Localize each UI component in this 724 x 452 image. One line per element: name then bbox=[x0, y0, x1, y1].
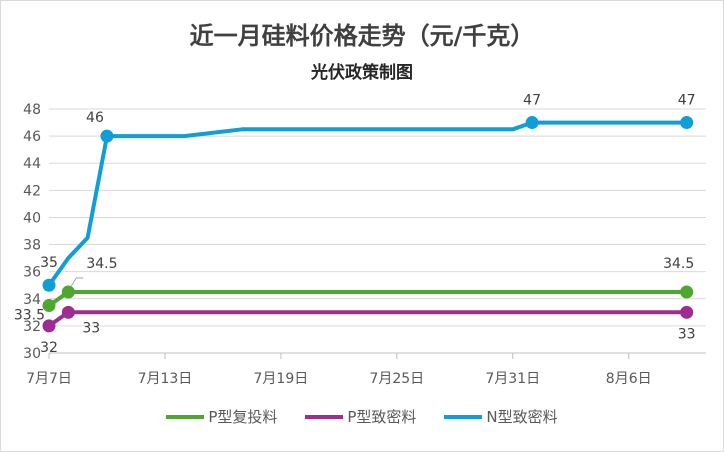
legend-label: P型复投料 bbox=[208, 408, 278, 426]
y-tick-label: 44 bbox=[23, 156, 41, 172]
series-line bbox=[47, 120, 689, 288]
y-tick-label: 40 bbox=[23, 210, 41, 226]
legend-swatch bbox=[444, 414, 483, 419]
data-point bbox=[680, 116, 694, 130]
data-label: 35 bbox=[40, 255, 58, 271]
grid-lines bbox=[49, 108, 706, 327]
legend: P型复投料 P型致密料 N型致密料 bbox=[0, 406, 724, 427]
x-tick-label: 7月7日 bbox=[26, 371, 72, 387]
series-line bbox=[47, 310, 689, 328]
y-tick-label: 38 bbox=[23, 238, 41, 254]
leader-line bbox=[70, 277, 84, 287]
y-tick-label: 46 bbox=[23, 129, 41, 145]
x-tick-label: 7月13日 bbox=[138, 371, 193, 387]
data-markers bbox=[42, 116, 694, 333]
data-label: 32 bbox=[40, 340, 58, 356]
data-point bbox=[680, 285, 694, 299]
legend-item: N型致密料 bbox=[444, 406, 558, 427]
legend-swatch bbox=[305, 414, 344, 419]
chart-subtitle: 光伏政策制图 bbox=[311, 63, 413, 83]
data-label: 47 bbox=[678, 93, 696, 109]
y-tick-label: 48 bbox=[23, 102, 41, 118]
x-tick-label: 7月25日 bbox=[369, 371, 424, 387]
series-lines bbox=[47, 120, 689, 328]
data-point bbox=[680, 305, 694, 319]
data-label: 34.5 bbox=[86, 256, 117, 272]
chart-title: 近一月硅料价格走势（元/千克） bbox=[189, 22, 535, 50]
x-tick-label: 8月6日 bbox=[606, 371, 652, 387]
legend-item: P型复投料 bbox=[166, 406, 277, 427]
data-point bbox=[61, 285, 75, 299]
y-tick-label: 36 bbox=[23, 265, 41, 281]
y-tick-label: 34 bbox=[23, 292, 41, 308]
data-label: 33 bbox=[82, 320, 100, 336]
data-point bbox=[42, 299, 56, 313]
y-tick-label: 42 bbox=[23, 183, 41, 199]
data-point bbox=[525, 116, 539, 130]
legend-label: N型致密料 bbox=[486, 408, 558, 426]
y-tick-label: 30 bbox=[23, 346, 41, 362]
data-label: 33 bbox=[678, 326, 696, 342]
legend-label: P型致密料 bbox=[347, 408, 417, 426]
data-label: 46 bbox=[86, 110, 104, 126]
data-point bbox=[100, 129, 114, 143]
data-point bbox=[61, 305, 75, 319]
data-point bbox=[42, 319, 56, 333]
x-tick-label: 7月31日 bbox=[485, 371, 540, 387]
x-tick-label: 7月19日 bbox=[254, 371, 309, 387]
legend-swatch bbox=[166, 414, 205, 419]
data-label: 33.5 bbox=[14, 308, 45, 324]
data-labels: 33.5 34.5 34.5 32 33 33 35 46 47 47 bbox=[14, 93, 696, 356]
y-tick-label: 32 bbox=[23, 319, 41, 335]
data-label: 47 bbox=[523, 93, 541, 109]
legend-item: P型致密料 bbox=[305, 406, 416, 427]
data-point bbox=[42, 278, 56, 292]
data-label: 34.5 bbox=[663, 256, 694, 272]
